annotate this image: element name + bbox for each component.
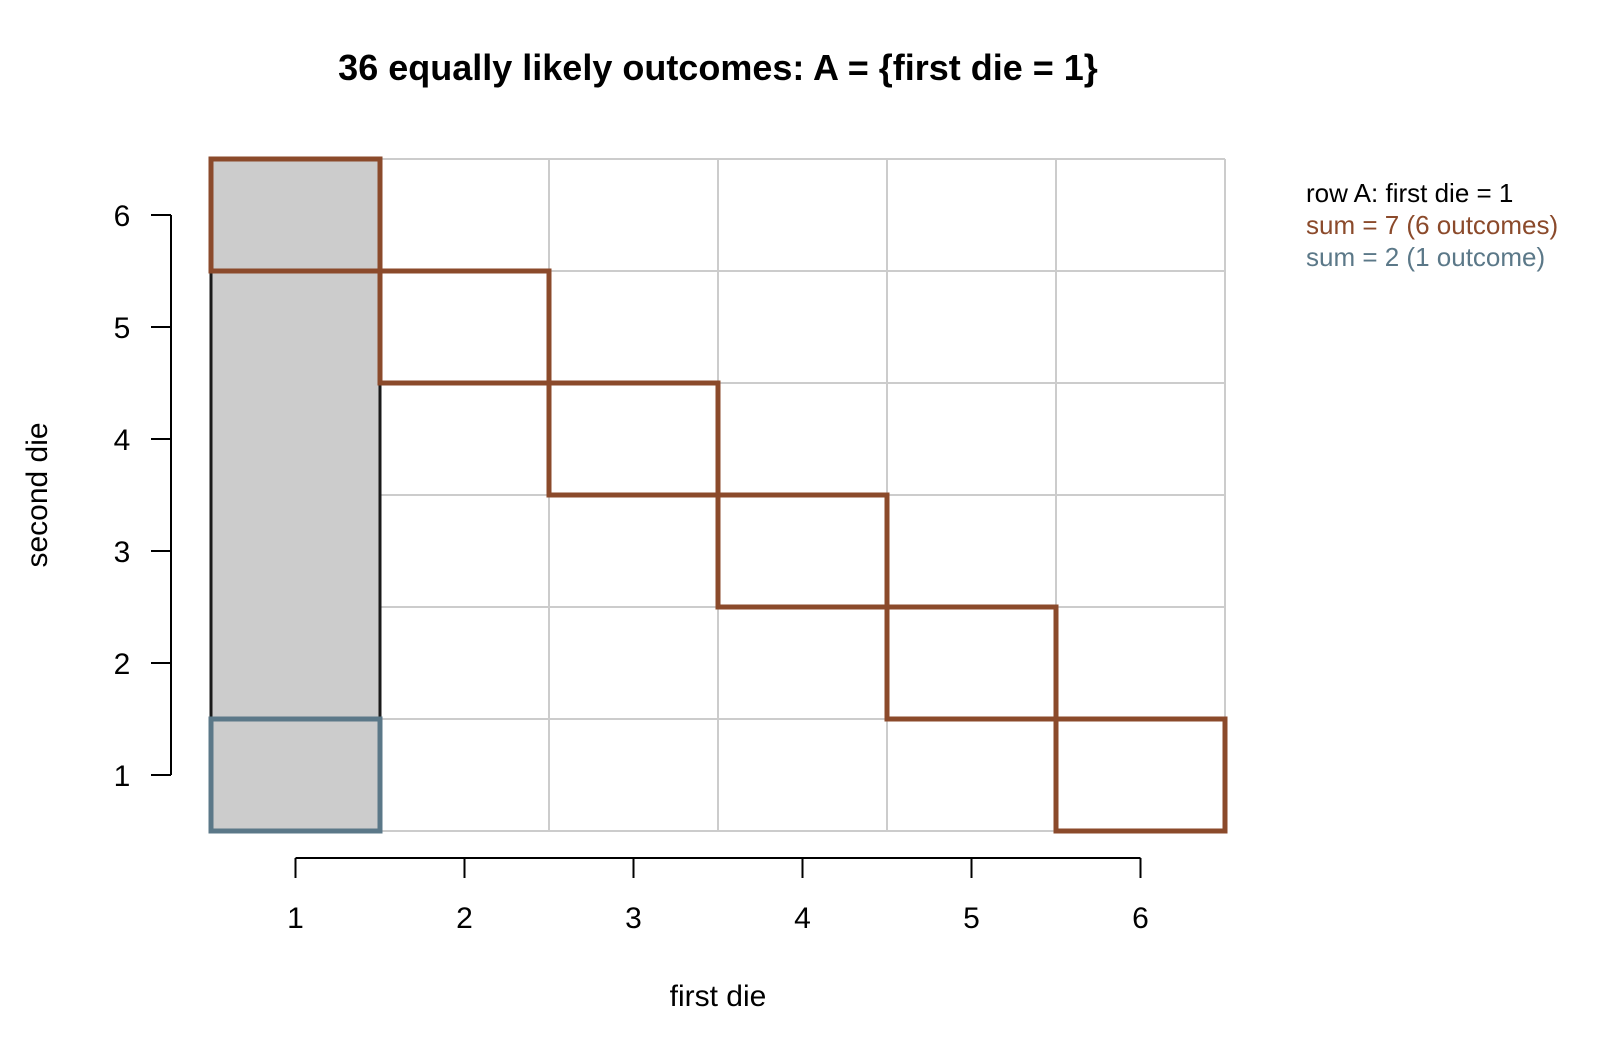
series-1-cell [546, 380, 721, 498]
series-1-cell [884, 604, 1059, 722]
x-tick-label: 5 [963, 902, 980, 935]
y-tick-label: 2 [114, 648, 131, 681]
x-tick-label: 6 [1132, 902, 1149, 935]
series-2-cell [208, 716, 383, 834]
legend-entry-series-1: sum = 7 (6 outcomes) [1306, 210, 1558, 240]
event-a-cell [211, 719, 380, 831]
x-tick-label: 1 [287, 902, 304, 935]
legend: row A: first die = 1 sum = 7 (6 outcomes… [1306, 178, 1558, 272]
y-axis-label: second die [21, 422, 54, 567]
x-axis-label: first die [670, 980, 767, 1013]
x-axis: 1 2 3 4 5 6 [287, 857, 1149, 935]
chart-title: 36 equally likely outcomes: A = {first d… [338, 47, 1098, 88]
y-tick-label: 4 [114, 424, 131, 457]
y-tick-label: 3 [114, 536, 131, 569]
y-tick-label: 1 [114, 760, 131, 793]
event-a-cell [211, 383, 380, 495]
series-1-cell [208, 156, 383, 274]
x-tick-label: 4 [794, 902, 811, 935]
event-a-layer [209, 157, 382, 833]
legend-entry-series-2: sum = 2 (1 outcome) [1306, 242, 1545, 272]
event-a-cell [211, 495, 380, 607]
legend-entry-event-a: row A: first die = 1 [1306, 178, 1513, 208]
series-1-cell [1053, 716, 1228, 834]
y-tick-label: 6 [114, 200, 131, 233]
x-tick-label: 2 [456, 902, 473, 935]
x-tick-label: 3 [625, 902, 642, 935]
y-tick-label: 5 [114, 312, 131, 345]
y-axis: 1 2 3 4 5 6 [114, 200, 172, 793]
series-1-cell [715, 492, 890, 610]
series-layer [208, 156, 1228, 834]
series-1-cell [377, 268, 552, 386]
event-a-cell [211, 159, 380, 271]
event-a-cell [211, 607, 380, 719]
event-a-cell [211, 271, 380, 383]
